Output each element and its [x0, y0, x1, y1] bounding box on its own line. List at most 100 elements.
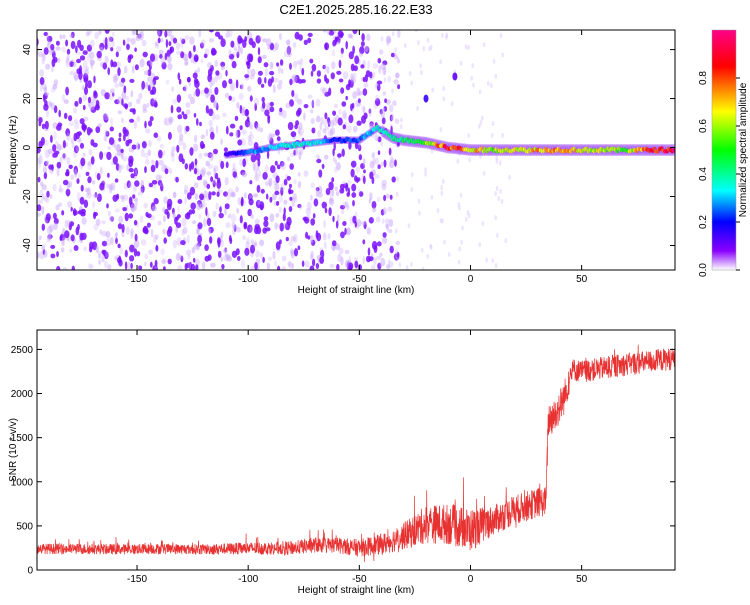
- noise-blob: [225, 125, 229, 135]
- noise-blob: [134, 233, 138, 242]
- noise-blob: [242, 235, 247, 241]
- noise-blob: [338, 247, 344, 255]
- noise-blob: [334, 186, 338, 192]
- noise-blob: [224, 207, 227, 216]
- noise-blob: [176, 237, 182, 247]
- noise-blob: [223, 147, 228, 152]
- noise-blob: [160, 56, 166, 65]
- noise-blob: [41, 193, 45, 201]
- noise-blob: [297, 172, 301, 177]
- noise-blob: [138, 92, 143, 100]
- noise-blob: [328, 181, 334, 191]
- noise-blob: [233, 224, 237, 233]
- noise-blob: [123, 65, 128, 74]
- noise-blob: [189, 36, 195, 45]
- x-tick-label: -100: [238, 574, 258, 585]
- noise-blob: [336, 70, 342, 75]
- noise-blob: [309, 234, 314, 244]
- noise-blob: [48, 164, 54, 170]
- noise-blob: [385, 223, 390, 229]
- noise-blob: [470, 75, 474, 81]
- noise-blob: [354, 55, 360, 65]
- noise-blob: [212, 180, 216, 188]
- noise-blob: [44, 92, 50, 96]
- noise-blob: [266, 150, 270, 160]
- noise-blob: [447, 252, 451, 257]
- noise-blob: [105, 237, 111, 247]
- noise-blob: [305, 214, 311, 220]
- noise-blob: [279, 222, 284, 232]
- noise-blob: [140, 148, 145, 158]
- noise-blob: [333, 142, 336, 151]
- noise-blob: [360, 64, 365, 69]
- noise-blob: [445, 34, 448, 40]
- noise-blob: [215, 70, 220, 76]
- noise-blob: [164, 30, 168, 38]
- noise-blob: [499, 33, 503, 39]
- noise-blob: [38, 199, 43, 204]
- noise-blob: [334, 159, 338, 165]
- noise-blob: [278, 80, 283, 85]
- noise-blob: [105, 250, 109, 257]
- noise-blob: [387, 206, 393, 212]
- noise-blob: [303, 112, 306, 121]
- noise-blob: [105, 230, 111, 239]
- noise-blob: [89, 246, 93, 253]
- noise-blob: [176, 50, 182, 55]
- noise-blob: [69, 61, 74, 67]
- noise-blob: [55, 40, 60, 46]
- noise-blob: [337, 117, 343, 126]
- noise-blob: [162, 257, 167, 264]
- noise-blob: [321, 201, 327, 209]
- noise-blob: [224, 247, 227, 253]
- noise-blob: [107, 146, 111, 150]
- noise-blob: [130, 173, 135, 179]
- noise-blob: [184, 35, 190, 41]
- noise-blob: [361, 115, 366, 124]
- noise-blob: [163, 196, 168, 204]
- noise-blob: [329, 128, 334, 138]
- noise-blob: [163, 228, 167, 235]
- noise-blob: [407, 223, 411, 229]
- noise-blob: [139, 187, 144, 196]
- noise-blob: [127, 55, 132, 64]
- noise-blob: [90, 95, 95, 104]
- noise-blob: [287, 261, 291, 267]
- noise-blob: [245, 240, 250, 250]
- noise-blob: [153, 234, 157, 244]
- noise-blob: [231, 191, 236, 198]
- noise-blob: [39, 77, 45, 86]
- noise-blob: [331, 61, 336, 70]
- noise-blob: [287, 51, 292, 58]
- noise-blob: [278, 33, 282, 41]
- noise-blob: [278, 194, 284, 203]
- noise-blob: [188, 261, 192, 270]
- noise-blob: [191, 247, 196, 254]
- noise-blob: [78, 70, 83, 80]
- noise-blob: [382, 91, 387, 96]
- colorbar-tick-label: 0.0: [698, 263, 709, 277]
- noise-blob: [327, 119, 332, 125]
- noise-blob: [439, 218, 443, 224]
- noise-blob: [457, 259, 461, 265]
- noise-blob: [358, 52, 364, 57]
- noise-blob: [310, 194, 313, 201]
- noise-blob: [69, 221, 75, 227]
- noise-blob: [87, 96, 92, 104]
- noise-blob: [348, 142, 352, 150]
- colorbar-tick-label: 0.8: [698, 71, 709, 85]
- noise-blob: [157, 220, 162, 226]
- noise-blob: [172, 239, 177, 249]
- noise-blob: [145, 128, 151, 134]
- noise-blob: [277, 83, 282, 90]
- noise-blob: [182, 227, 188, 235]
- noise-blob: [50, 102, 55, 111]
- noise-blob: [410, 172, 414, 178]
- noise-blob: [309, 253, 314, 261]
- noise-blob: [77, 39, 82, 48]
- noise-blob: [311, 63, 317, 72]
- noise-blob: [350, 103, 353, 112]
- noise-blob: [297, 79, 303, 84]
- noise-blob: [143, 70, 149, 76]
